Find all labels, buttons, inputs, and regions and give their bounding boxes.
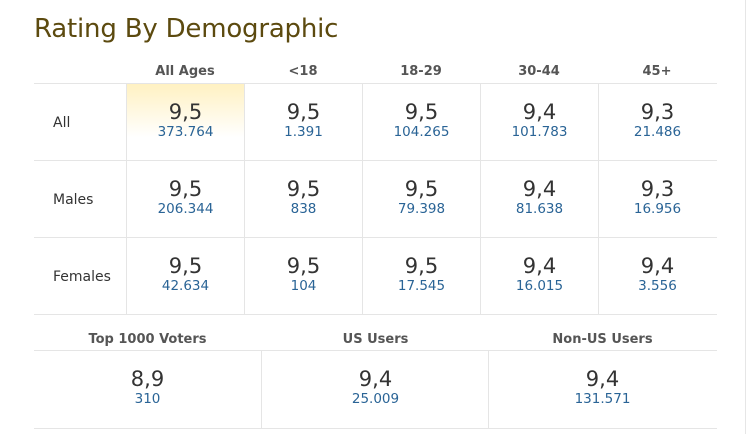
rating-value: 9,3	[640, 177, 675, 201]
votes-count-link[interactable]: 206.344	[157, 201, 214, 217]
votes-count-link[interactable]: 838	[290, 201, 317, 217]
rating-cell-non-us-users: 9,4 131.571	[488, 351, 716, 428]
rating-cell-all-18-29: 9,5 104.265	[362, 84, 480, 160]
rating-value: 9,3	[640, 100, 675, 124]
column-header-all-ages: All Ages	[155, 64, 215, 79]
rating-value: 9,4	[358, 367, 393, 391]
row-label-females: Females	[53, 269, 111, 285]
row-label-males: Males	[53, 192, 94, 208]
votes-count-link[interactable]: 104	[290, 278, 317, 294]
rating-cell-females-30-44: 9,4 16.015	[480, 238, 598, 314]
rating-value: 9,4	[522, 100, 557, 124]
voter-groups-header: Top 1000 Voters US Users Non-US Users	[34, 325, 717, 351]
rating-value: 9,5	[286, 254, 321, 278]
column-header-us-users: US Users	[342, 332, 409, 347]
rating-value: 9,5	[404, 100, 439, 124]
table-row-females: Females 9,5 42.634 9,5 104 9,5 17.545 9,…	[34, 238, 717, 315]
votes-count-link[interactable]: 42.634	[161, 278, 210, 294]
rating-value: 9,5	[286, 100, 321, 124]
rating-value: 9,4	[640, 254, 675, 278]
rating-cell-males-under-18: 9,5 838	[244, 161, 362, 237]
rating-value: 9,5	[404, 254, 439, 278]
demographic-table: All Ages <18 18-29 30-44 45+ All 9,5 373…	[34, 56, 717, 315]
rating-cell-females-45-plus: 9,4 3.556	[598, 238, 716, 314]
right-divider	[745, 0, 746, 434]
rating-value: 9,4	[522, 254, 557, 278]
column-header-non-us-users: Non-US Users	[552, 332, 653, 347]
votes-count-link[interactable]: 16.956	[633, 201, 682, 217]
votes-count-link[interactable]: 1.391	[284, 124, 323, 140]
votes-count-link[interactable]: 21.486	[633, 124, 682, 140]
rating-cell-all-45-plus: 9,3 21.486	[598, 84, 716, 160]
demographic-table-header: All Ages <18 18-29 30-44 45+	[34, 56, 717, 84]
rating-cell-us-users: 9,4 25.009	[261, 351, 489, 428]
rating-cell-males-18-29: 9,5 79.398	[362, 161, 480, 237]
rating-value: 9,5	[404, 177, 439, 201]
rating-cell-males-30-44: 9,4 81.638	[480, 161, 598, 237]
rating-cell-top-1000-voters: 8,9 310	[34, 351, 261, 428]
votes-count-link[interactable]: 310	[134, 391, 161, 407]
votes-count-link[interactable]: 16.015	[515, 278, 564, 294]
rating-cell-females-under-18: 9,5 104	[244, 238, 362, 314]
table-row-voter-groups: 8,9 310 9,4 25.009 9,4 131.571	[34, 351, 717, 429]
rating-value: 9,5	[168, 177, 203, 201]
rating-value: 9,4	[522, 177, 557, 201]
row-label-all: All	[53, 115, 71, 131]
rating-cell-males-all-ages: 9,5 206.344	[126, 161, 244, 237]
votes-count-link[interactable]: 25.009	[351, 391, 400, 407]
table-row-all: All 9,5 373.764 9,5 1.391 9,5 104.265 9,…	[34, 84, 717, 161]
page-title: Rating By Demographic	[34, 14, 339, 44]
votes-count-link[interactable]: 79.398	[397, 201, 446, 217]
rating-value: 9,5	[168, 100, 203, 124]
rating-cell-females-18-29: 9,5 17.545	[362, 238, 480, 314]
votes-count-link[interactable]: 3.556	[638, 278, 677, 294]
votes-count-link[interactable]: 104.265	[393, 124, 450, 140]
votes-count-link[interactable]: 101.783	[511, 124, 568, 140]
votes-count-link[interactable]: 131.571	[574, 391, 631, 407]
rating-cell-all-under-18: 9,5 1.391	[244, 84, 362, 160]
column-header-18-29: 18-29	[400, 64, 442, 79]
table-row-males: Males 9,5 206.344 9,5 838 9,5 79.398 9,4…	[34, 161, 717, 238]
rating-cell-all-30-44: 9,4 101.783	[480, 84, 598, 160]
column-header-under-18: <18	[288, 64, 318, 79]
rating-cell-males-45-plus: 9,3 16.956	[598, 161, 716, 237]
rating-value: 9,5	[168, 254, 203, 278]
column-header-45-plus: 45+	[642, 64, 672, 79]
rating-cell-all-all-ages: 9,5 373.764	[126, 84, 244, 160]
votes-count-link[interactable]: 373.764	[157, 124, 214, 140]
rating-value: 8,9	[130, 367, 165, 391]
rating-cell-females-all-ages: 9,5 42.634	[126, 238, 244, 314]
rating-value: 9,5	[286, 177, 321, 201]
voter-groups-table: Top 1000 Voters US Users Non-US Users 8,…	[34, 325, 717, 429]
rating-value: 9,4	[585, 367, 620, 391]
votes-count-link[interactable]: 81.638	[515, 201, 564, 217]
column-header-top-1000-voters: Top 1000 Voters	[88, 332, 207, 347]
votes-count-link[interactable]: 17.545	[397, 278, 446, 294]
column-header-30-44: 30-44	[518, 64, 560, 79]
